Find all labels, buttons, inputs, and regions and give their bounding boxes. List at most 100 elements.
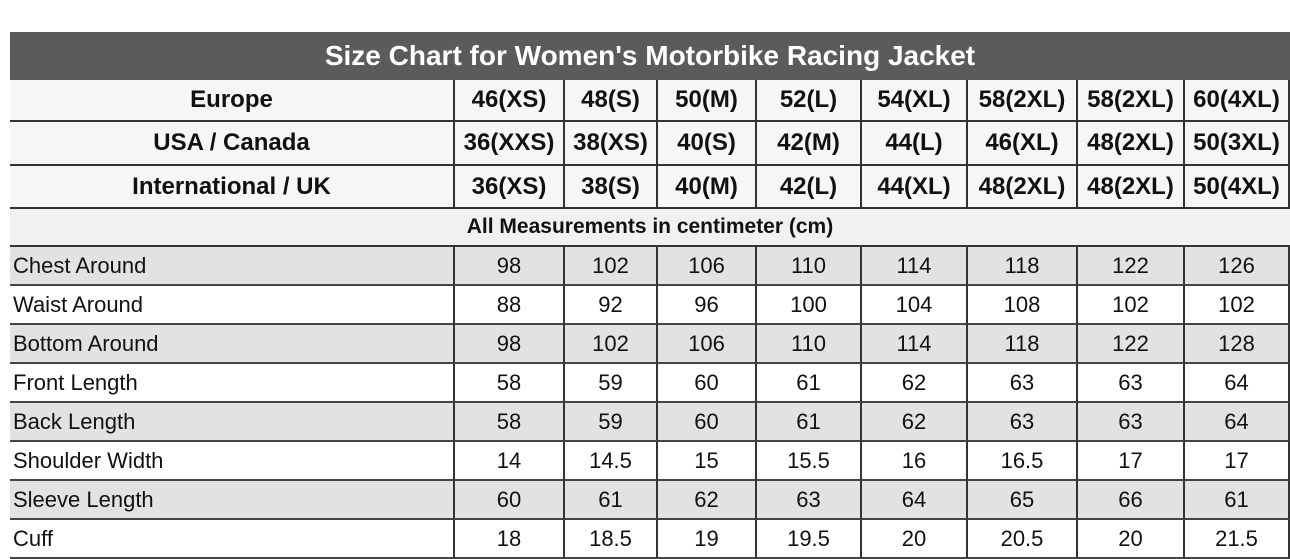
measurement-note: All Measurements in centimeter (cm) [10,209,1290,247]
header-size: 48(2XL) [1078,166,1185,209]
measurement-value: 65 [968,481,1078,520]
header-size: 50(M) [658,80,757,122]
header-size: 40(M) [658,166,757,209]
measurement-value: 106 [658,325,757,364]
measurement-value: 17 [1185,442,1290,481]
measurement-value: 16.5 [968,442,1078,481]
measurement-value: 64 [1185,403,1290,442]
measurement-value: 18 [455,520,565,559]
measurement-value: 102 [1185,286,1290,325]
measurement-value: 62 [658,481,757,520]
row-label: Cuff [10,520,455,559]
measurement-value: 96 [658,286,757,325]
row-label: Waist Around [10,286,455,325]
measurement-value: 98 [455,325,565,364]
measurement-value: 61 [757,364,862,403]
row-label: Front Length [10,364,455,403]
header-size: 46(XS) [455,80,565,122]
header-label: International / UK [10,166,455,209]
measurement-value: 59 [565,364,658,403]
row-label: Bottom Around [10,325,455,364]
header-size: 54(XL) [862,80,968,122]
header-size: 44(XL) [862,166,968,209]
measurement-value: 19.5 [757,520,862,559]
measurement-value: 63 [1078,403,1185,442]
measurement-value: 122 [1078,247,1185,286]
measurement-value: 122 [1078,325,1185,364]
measurement-value: 16 [862,442,968,481]
header-size: 42(M) [757,122,862,166]
measurement-value: 98 [455,247,565,286]
measurement-value: 108 [968,286,1078,325]
header-size: 48(2XL) [1078,122,1185,166]
measurement-value: 102 [1078,286,1185,325]
header-size: 50(4XL) [1185,166,1290,209]
header-size: 36(XXS) [455,122,565,166]
measurement-value: 63 [968,403,1078,442]
measurement-value: 20 [862,520,968,559]
header-size: 60(4XL) [1185,80,1290,122]
measurement-value: 17 [1078,442,1185,481]
measurement-value: 66 [1078,481,1185,520]
measurement-value: 20.5 [968,520,1078,559]
measurement-value: 59 [565,403,658,442]
measurement-value: 18.5 [565,520,658,559]
measurement-value: 104 [862,286,968,325]
measurement-value: 58 [455,364,565,403]
measurement-value: 63 [757,481,862,520]
measurement-value: 62 [862,403,968,442]
measurement-value: 100 [757,286,862,325]
measurement-value: 118 [968,247,1078,286]
measurement-value: 60 [455,481,565,520]
row-label: Back Length [10,403,455,442]
header-size: 58(2XL) [968,80,1078,122]
header-label: Europe [10,80,455,122]
measurement-value: 15 [658,442,757,481]
header-size: 38(XS) [565,122,658,166]
measurement-value: 61 [565,481,658,520]
measurement-value: 19 [658,520,757,559]
header-size: 36(XS) [455,166,565,209]
measurement-value: 61 [757,403,862,442]
measurement-value: 118 [968,325,1078,364]
measurement-value: 92 [565,286,658,325]
header-size: 44(L) [862,122,968,166]
measurement-value: 20 [1078,520,1185,559]
header-size: 58(2XL) [1078,80,1185,122]
header-size: 46(XL) [968,122,1078,166]
measurement-value: 21.5 [1185,520,1290,559]
measurement-value: 62 [862,364,968,403]
measurement-value: 61 [1185,481,1290,520]
measurement-value: 14 [455,442,565,481]
header-size: 48(2XL) [968,166,1078,209]
header-size: 42(L) [757,166,862,209]
row-label: Chest Around [10,247,455,286]
measurement-value: 64 [862,481,968,520]
measurement-value: 114 [862,325,968,364]
measurement-value: 110 [757,247,862,286]
measurement-value: 14.5 [565,442,658,481]
header-size: 40(S) [658,122,757,166]
header-size: 48(S) [565,80,658,122]
measurement-value: 60 [658,403,757,442]
measurement-value: 106 [658,247,757,286]
measurement-value: 60 [658,364,757,403]
header-label: USA / Canada [10,122,455,166]
measurement-value: 110 [757,325,862,364]
measurement-value: 126 [1185,247,1290,286]
row-label: Sleeve Length [10,481,455,520]
header-size: 52(L) [757,80,862,122]
measurement-value: 15.5 [757,442,862,481]
header-size: 38(S) [565,166,658,209]
measurement-value: 88 [455,286,565,325]
measurement-value: 102 [565,325,658,364]
measurement-value: 63 [968,364,1078,403]
measurement-value: 114 [862,247,968,286]
measurement-value: 128 [1185,325,1290,364]
measurement-value: 64 [1185,364,1290,403]
table-title: Size Chart for Women's Motorbike Racing … [10,32,1290,80]
measurement-value: 58 [455,403,565,442]
header-size: 50(3XL) [1185,122,1290,166]
measurement-value: 63 [1078,364,1185,403]
